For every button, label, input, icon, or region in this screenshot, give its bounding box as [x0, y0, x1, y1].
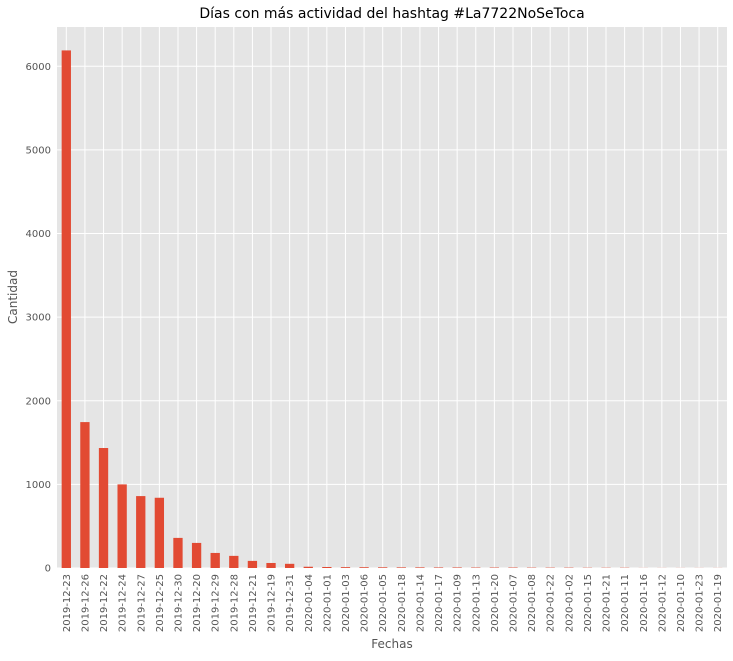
- x-tick-label: 2019-12-21: [248, 574, 259, 632]
- x-tick-label: 2020-01-02: [564, 574, 575, 632]
- bar: [397, 567, 406, 568]
- bar: [99, 448, 108, 568]
- bar: [322, 567, 331, 568]
- bar: [378, 567, 387, 568]
- bar: [155, 498, 164, 568]
- x-tick-label: 2019-12-25: [155, 574, 166, 632]
- x-tick-label: 2020-01-03: [341, 574, 352, 632]
- y-tick-label: 4000: [26, 229, 51, 240]
- bar: [117, 484, 126, 568]
- x-tick-label: 2020-01-10: [676, 574, 687, 632]
- x-tick-label: 2020-01-05: [378, 574, 389, 632]
- plot-area: [57, 27, 727, 568]
- bar: [415, 567, 424, 568]
- x-tick-label: 2019-12-23: [62, 574, 73, 632]
- bar: [173, 538, 182, 568]
- x-tick-label: 2020-01-20: [490, 574, 501, 632]
- y-tick-label: 3000: [26, 313, 51, 324]
- y-tick-label: 1000: [26, 480, 51, 491]
- x-tick-label: 2020-01-06: [360, 574, 371, 632]
- x-tick-label: 2020-01-18: [397, 574, 408, 632]
- x-tick-label: 2020-01-13: [471, 574, 482, 632]
- bar: [192, 543, 201, 568]
- bar: [304, 567, 313, 568]
- bar: [266, 563, 275, 568]
- x-tick-label: 2019-12-20: [192, 574, 203, 632]
- x-tick-label: 2019-12-31: [285, 574, 296, 632]
- x-tick-label: 2019-12-29: [211, 574, 222, 632]
- chart-title: Días con más actividad del hashtag #La77…: [199, 6, 584, 22]
- x-tick-label: 2020-01-12: [657, 574, 668, 632]
- bar: [285, 564, 294, 568]
- bar: [136, 496, 145, 568]
- x-axis-label: Fechas: [371, 637, 412, 651]
- y-axis-label: Cantidad: [6, 270, 20, 324]
- x-tick-label: 2019-12-26: [80, 574, 91, 632]
- bar: [341, 567, 350, 568]
- x-tick-label: 2020-01-07: [508, 574, 519, 632]
- bar: [359, 567, 368, 568]
- x-tick-label: 2019-12-22: [99, 574, 110, 632]
- x-tick-label: 2020-01-04: [304, 574, 315, 632]
- x-tick-label: 2019-12-19: [267, 574, 278, 632]
- bar: [62, 50, 71, 568]
- x-tick-label: 2020-01-14: [415, 574, 426, 632]
- bar: [80, 422, 89, 568]
- bar: [452, 567, 461, 568]
- y-tick-label: 0: [45, 564, 51, 575]
- y-tick-label: 2000: [26, 396, 51, 407]
- x-tick-label: 2019-12-30: [173, 574, 184, 632]
- x-tick-label: 2019-12-27: [136, 574, 147, 632]
- bar: [229, 556, 238, 568]
- x-tick-label: 2020-01-09: [453, 574, 464, 632]
- bar: [434, 567, 443, 568]
- x-tick-label: 2020-01-21: [602, 574, 613, 632]
- x-tick-label: 2020-01-23: [695, 574, 706, 632]
- x-tick-label: 2020-01-08: [527, 574, 538, 632]
- x-tick-label: 2020-01-01: [322, 574, 333, 632]
- x-tick-label: 2020-01-15: [583, 574, 594, 632]
- x-tick-label: 2020-01-16: [639, 574, 650, 632]
- x-tick-label: 2019-12-24: [118, 574, 129, 632]
- bar: [211, 553, 220, 568]
- x-tick-label: 2020-01-17: [434, 574, 445, 632]
- y-tick-label: 6000: [26, 62, 51, 73]
- y-tick-label: 5000: [26, 145, 51, 156]
- bar: [248, 561, 257, 568]
- x-tick-label: 2020-01-22: [546, 574, 557, 632]
- x-tick-label: 2019-12-28: [229, 574, 240, 632]
- x-tick-label: 2020-01-19: [713, 574, 724, 632]
- x-tick-label: 2020-01-11: [620, 574, 631, 632]
